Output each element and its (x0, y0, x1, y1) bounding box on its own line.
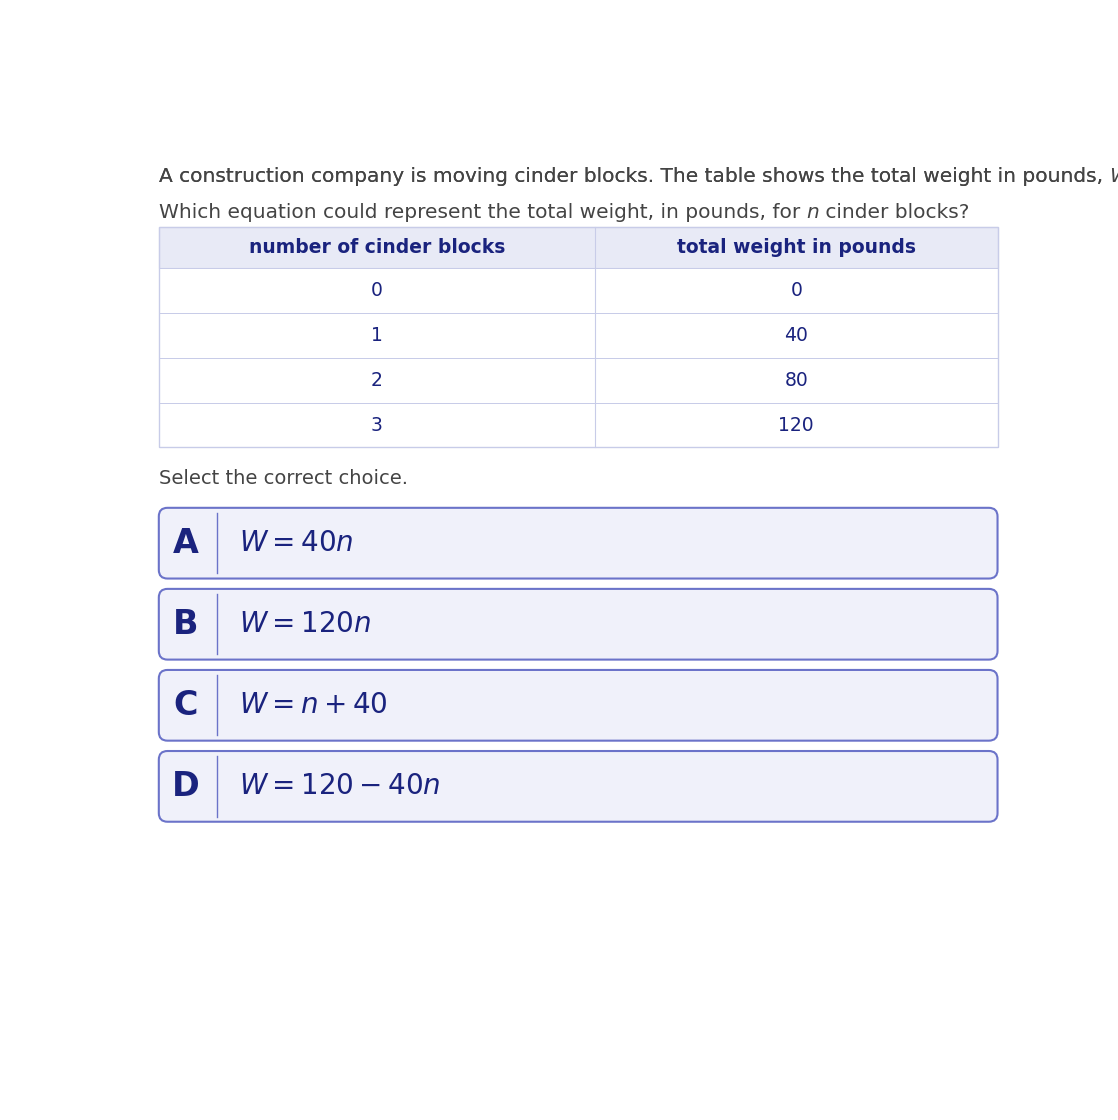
Text: 120: 120 (778, 416, 814, 435)
Text: n: n (806, 204, 819, 223)
FancyBboxPatch shape (159, 589, 997, 660)
Text: 2: 2 (371, 371, 382, 390)
Text: total weight in pounds: total weight in pounds (676, 237, 916, 256)
Text: $W = 120n$: $W = 120n$ (238, 610, 371, 638)
Text: 3: 3 (371, 416, 382, 435)
Text: Which equation could represent the total weight, in pounds, for: Which equation could represent the total… (159, 204, 806, 223)
Text: 0: 0 (371, 281, 382, 300)
Text: A construction company is moving cinder blocks. The table shows the total weight: A construction company is moving cinder … (159, 167, 1109, 186)
Text: 1: 1 (371, 326, 382, 345)
Text: W: W (1109, 167, 1118, 186)
FancyBboxPatch shape (159, 357, 997, 402)
Text: A: A (173, 526, 199, 560)
Text: $W = n + 40$: $W = n + 40$ (238, 691, 387, 719)
Text: D: D (172, 769, 199, 803)
Text: A construction company is moving cinder blocks. The table shows the total weight: A construction company is moving cinder … (159, 167, 1109, 186)
Text: B: B (173, 608, 198, 641)
Text: $W = 120 − 40n$: $W = 120 − 40n$ (238, 773, 440, 801)
FancyBboxPatch shape (159, 312, 997, 357)
Text: 40: 40 (785, 326, 808, 345)
Text: 0: 0 (790, 281, 803, 300)
FancyBboxPatch shape (159, 402, 997, 448)
FancyBboxPatch shape (159, 670, 997, 740)
Text: number of cinder blocks: number of cinder blocks (248, 237, 505, 256)
Text: 80: 80 (785, 371, 808, 390)
FancyBboxPatch shape (159, 752, 997, 822)
FancyBboxPatch shape (159, 226, 997, 268)
FancyBboxPatch shape (159, 268, 997, 312)
Text: cinder blocks?: cinder blocks? (819, 204, 969, 223)
Text: C: C (173, 689, 198, 721)
Text: Select the correct choice.: Select the correct choice. (159, 469, 408, 488)
FancyBboxPatch shape (159, 507, 997, 579)
Text: $W = 40n$: $W = 40n$ (238, 529, 353, 557)
